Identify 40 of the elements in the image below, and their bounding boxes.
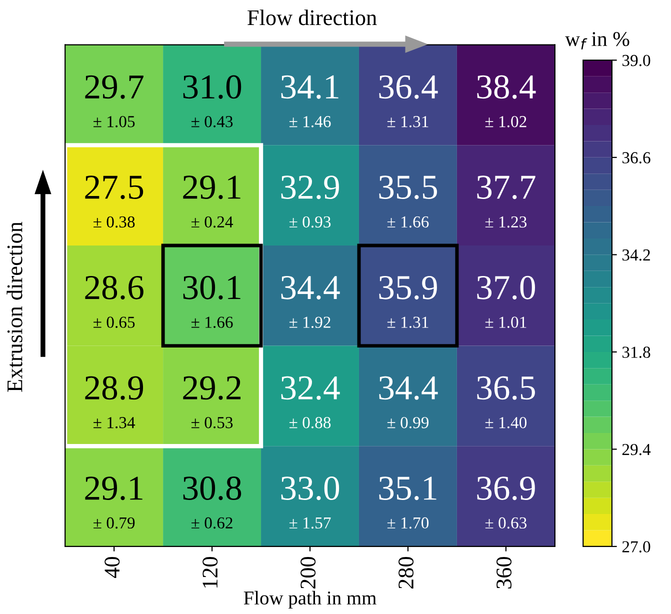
x-tick-label: 120 [202,557,218,588]
data-label: 37.7 ± 1.23 [477,176,536,228]
data-label: 28.9 ± 1.34 [85,376,144,428]
data-label: 32.9 ± 0.93 [281,176,339,228]
data-label: 36.5 ± 1.40 [477,376,535,428]
data-label: 34.4 ± 0.99 [379,376,438,428]
data-label: 37.0 ± 1.01 [477,276,535,328]
text: Flow direction [248,10,377,26]
color-bar-label: 34.2 [622,249,650,261]
data-label: 35.1 ± 1.70 [379,476,436,529]
data-label: 38.4 ± 1.02 [477,75,536,128]
text: Extrusion direction [6,222,22,392]
data-label: 29.2 ± 0.53 [183,376,241,428]
x-axis-title: Flow path in mm [244,590,376,609]
data-label: 35.9 ± 1.31 [379,276,437,328]
data-label: 34.1 ± 1.46 [281,75,338,128]
data-label: 31.0 ± 0.43 [183,75,242,128]
data-label: 29.1 ± 0.24 [183,176,240,228]
color-bar-label: 39.0 [622,54,650,66]
data-label: 33.0 ± 1.57 [281,476,340,529]
data-label: 35.5 ± 1.66 [379,176,437,228]
color-bar-label: 29.4 [622,444,651,456]
color-bar-label: 36.6 [622,152,650,164]
x-tick-label: 360 [496,557,512,588]
data-label: 29.1 ± 0.79 [85,476,142,529]
x-tick-label: 40 [104,557,120,578]
data-label: 32.4 ± 0.88 [281,376,340,428]
color-bar-label: 31.8 [622,346,650,358]
data-label: 30.8 ± 0.62 [183,476,242,529]
data-label: 27.5 ± 0.38 [85,176,144,228]
data-label: 29.7 ± 1.05 [85,75,144,128]
data-label: 30.1 ± 1.66 [183,276,240,328]
x-tick-label: 280 [398,557,414,589]
data-label: 34.4 ± 1.92 [281,276,340,328]
x-tick-label: 200 [300,557,316,589]
data-label: 28.6 ± 0.65 [85,276,144,328]
data-label: 36.9 ± 0.63 [477,476,535,529]
color-bar-title: w$_{f}$ in % [565,32,630,50]
color-bar-label: 27.0 [622,541,650,552]
data-label: 36.4 ± 1.31 [379,75,438,128]
